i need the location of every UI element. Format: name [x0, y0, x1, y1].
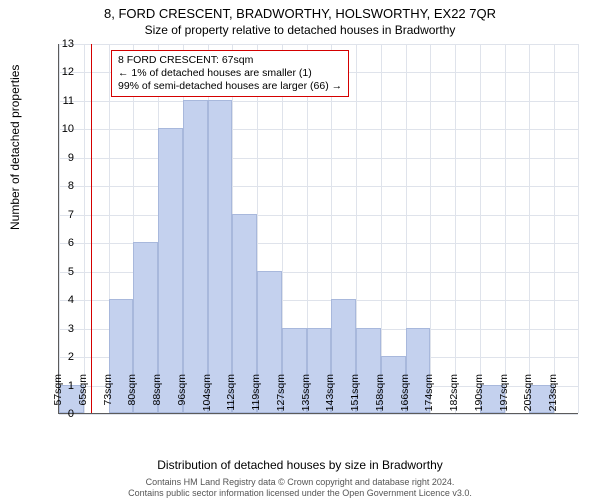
gridline-horizontal — [59, 158, 578, 159]
gridline-vertical — [529, 44, 530, 413]
y-tick-label: 2 — [50, 351, 74, 363]
y-tick-label: 8 — [50, 180, 74, 192]
x-tick-label: 73sqm — [102, 374, 114, 406]
x-tick-label: 190sqm — [473, 374, 485, 411]
gridline-vertical — [480, 44, 481, 413]
x-tick-label: 65sqm — [77, 374, 89, 406]
footer-line-2: Contains public sector information licen… — [128, 488, 472, 498]
x-tick-label: 127sqm — [275, 374, 287, 411]
x-tick-label: 158sqm — [374, 374, 386, 411]
x-tick-label: 143sqm — [324, 374, 336, 411]
y-tick-label: 0 — [50, 408, 74, 420]
plot-region: 8 FORD CRESCENT: 67sqm← 1% of detached h… — [58, 44, 578, 414]
gridline-vertical — [554, 44, 555, 413]
y-tick-label: 12 — [50, 66, 74, 78]
x-tick-label: 151sqm — [349, 374, 361, 411]
gridline-horizontal — [59, 129, 578, 130]
x-tick-label: 205sqm — [522, 374, 534, 411]
histogram-bar — [158, 128, 183, 413]
gridline-vertical — [505, 44, 506, 413]
gridline-horizontal — [59, 44, 578, 45]
gridline-vertical — [578, 44, 579, 413]
x-tick-label: 197sqm — [498, 374, 510, 411]
gridline-horizontal — [59, 101, 578, 102]
y-tick-label: 9 — [50, 152, 74, 164]
x-tick-label: 174sqm — [423, 374, 435, 411]
chart-area: 8 FORD CRESCENT: 67sqm← 1% of detached h… — [58, 44, 578, 414]
reference-line — [91, 44, 92, 413]
x-tick-label: 166sqm — [399, 374, 411, 411]
chart-container: 8, FORD CRESCENT, BRADWORTHY, HOLSWORTHY… — [0, 0, 600, 500]
y-tick-label: 6 — [50, 237, 74, 249]
footer-line-1: Contains HM Land Registry data © Crown c… — [146, 477, 455, 487]
gridline-horizontal — [59, 215, 578, 216]
annotation-line: 99% of semi-detached houses are larger (… — [118, 80, 342, 93]
y-tick-label: 7 — [50, 209, 74, 221]
y-tick-label: 10 — [50, 123, 74, 135]
x-tick-label: 104sqm — [201, 374, 213, 411]
x-tick-label: 96sqm — [176, 374, 188, 406]
x-tick-label: 135sqm — [300, 374, 312, 411]
histogram-bar — [208, 100, 233, 413]
gridline-vertical — [455, 44, 456, 413]
chart-subtitle: Size of property relative to detached ho… — [0, 21, 600, 39]
y-tick-label: 5 — [50, 266, 74, 278]
annotation-line: 8 FORD CRESCENT: 67sqm — [118, 54, 342, 67]
y-tick-label: 13 — [50, 38, 74, 50]
gridline-horizontal — [59, 414, 578, 415]
y-tick-label: 3 — [50, 323, 74, 335]
y-axis-title: Number of detached properties — [8, 65, 22, 230]
gridline-vertical — [430, 44, 431, 413]
footer-text: Contains HM Land Registry data © Crown c… — [0, 477, 600, 498]
gridline-vertical — [84, 44, 85, 413]
x-tick-label: 182sqm — [448, 374, 460, 411]
y-tick-label: 4 — [50, 294, 74, 306]
x-tick-label: 112sqm — [225, 374, 237, 411]
annotation-box: 8 FORD CRESCENT: 67sqm← 1% of detached h… — [111, 50, 349, 97]
x-tick-label: 57sqm — [52, 374, 64, 406]
gridline-horizontal — [59, 186, 578, 187]
x-tick-label: 213sqm — [547, 374, 559, 411]
histogram-bar — [183, 100, 208, 413]
x-tick-label: 119sqm — [250, 374, 262, 411]
x-tick-label: 80sqm — [126, 374, 138, 406]
chart-title: 8, FORD CRESCENT, BRADWORTHY, HOLSWORTHY… — [0, 0, 600, 21]
x-tick-label: 88sqm — [151, 374, 163, 406]
annotation-line: ← 1% of detached houses are smaller (1) — [118, 67, 342, 80]
y-tick-label: 11 — [50, 95, 74, 107]
x-axis-title: Distribution of detached houses by size … — [0, 458, 600, 472]
